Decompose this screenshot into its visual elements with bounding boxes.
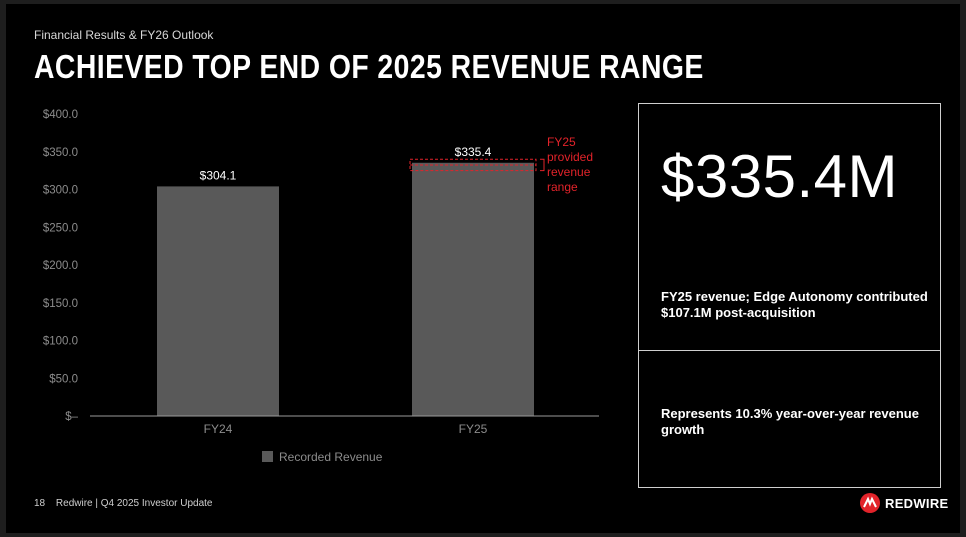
revenue-bar-chart: $– $50.0 $100.0 $150.0 $200.0 $250.0 $300.0 $35… <box>43 109 599 464</box>
y-tick-label: $250.0 <box>43 222 78 234</box>
y-tick-label: $– <box>65 411 78 423</box>
y-tick-label: $100.0 <box>43 336 78 348</box>
x-tick-label: FY25 <box>459 422 488 436</box>
footer: 18 Redwire | Q4 2025 Investor Update <box>34 498 212 509</box>
growth-highlight-panel: Represents 10.3% year-over-year revenue … <box>638 350 941 488</box>
y-tick-label: $200.0 <box>43 260 78 272</box>
data-label: $304.1 <box>200 168 237 182</box>
footer-text: Redwire | Q4 2025 Investor Update <box>55 498 213 509</box>
y-tick-label: $350.0 <box>43 147 78 159</box>
annotation-text: FY25 <box>547 135 576 149</box>
slide: Financial Results & FY26 Outlook ACHIEVE… <box>6 4 960 533</box>
legend-label: Recorded Revenue <box>279 450 383 464</box>
redwire-logo: REDWIRE <box>859 492 949 514</box>
section-label: Financial Results & FY26 Outlook <box>34 28 214 42</box>
revenue-total-value: $335.4M <box>661 143 898 210</box>
annotation-text: revenue <box>547 165 591 179</box>
legend-swatch <box>262 451 273 462</box>
bar-fy24 <box>157 186 279 416</box>
revenue-description: FY25 revenue; Edge Autonomy contributed … <box>661 289 928 320</box>
y-tick-label: $400.0 <box>43 109 78 121</box>
y-tick-label: $150.0 <box>43 298 78 310</box>
redwire-logo-icon <box>860 493 880 513</box>
page-number: 18 <box>34 498 46 509</box>
page-title: ACHIEVED TOP END OF 2025 REVENUE RANGE <box>34 48 704 85</box>
y-tick-label: $50.0 <box>49 373 78 385</box>
growth-description: Represents 10.3% year-over-year revenue … <box>661 406 919 437</box>
data-label: $335.4 <box>455 145 492 159</box>
revenue-highlight-panel: $335.4M FY25 revenue; Edge Autonomy cont… <box>638 103 941 351</box>
y-tick-label: $300.0 <box>43 185 78 197</box>
x-tick-label: FY24 <box>204 422 233 436</box>
logo-wordmark: REDWIRE <box>885 495 949 511</box>
annotation-text: provided <box>547 150 593 164</box>
revenue-range-bracket <box>540 158 545 172</box>
bar-fy25 <box>412 162 534 416</box>
annotation-text: range <box>547 180 578 194</box>
